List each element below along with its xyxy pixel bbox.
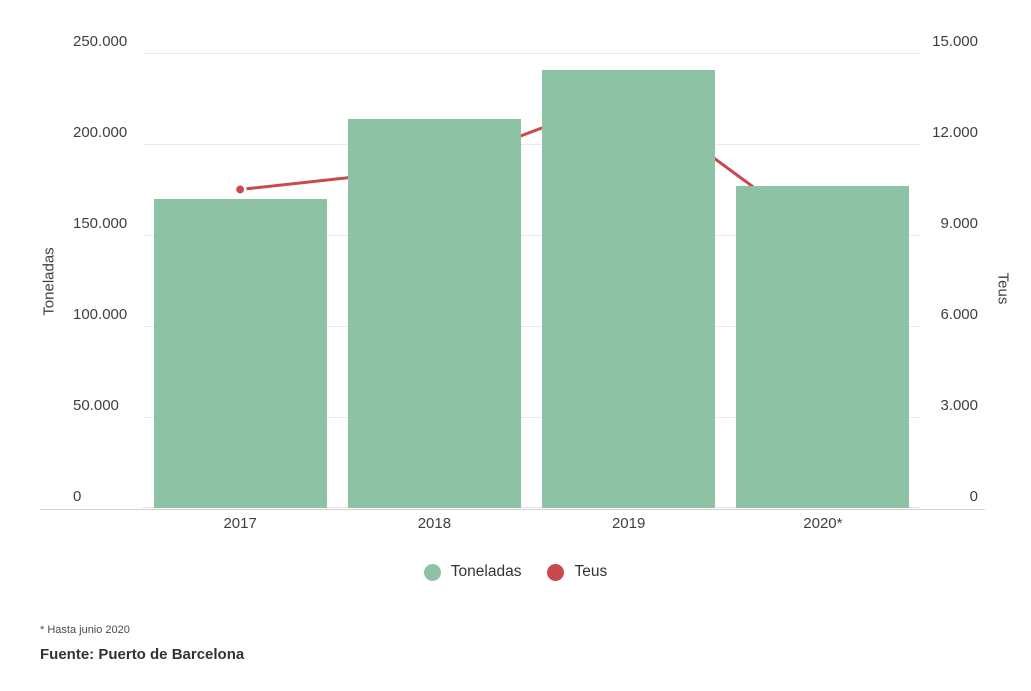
left-axis-title: Toneladas xyxy=(40,247,58,316)
bar-2019[interactable] xyxy=(542,70,716,508)
zero-gridline xyxy=(143,507,920,508)
left-axis-tick-label: 250.000 xyxy=(73,33,128,50)
right-axis-tick-label: 3.000 xyxy=(940,397,978,414)
teus-point-2017[interactable] xyxy=(233,183,247,196)
bar-2017[interactable] xyxy=(153,198,327,508)
teus-legend-dot-icon xyxy=(547,563,565,581)
teus-line xyxy=(239,93,824,240)
bar-2018[interactable] xyxy=(347,119,521,508)
right-axis-tick-label: 6.000 xyxy=(940,306,978,323)
gridline xyxy=(143,235,920,236)
legend-label-toneladas: Toneladas xyxy=(450,563,522,580)
right-axis-tick-label: 0 xyxy=(969,488,978,505)
x-axis-baseline xyxy=(40,509,985,510)
right-axis-tick-label: 9.000 xyxy=(940,215,978,232)
left-axis-tick-label: 200.000 xyxy=(73,124,128,141)
gridline xyxy=(143,326,920,327)
x-axis-label-2019: 2019 xyxy=(611,515,646,532)
toneladas-legend-dot-icon xyxy=(423,563,441,581)
source-line: Fuente: Puerto de Barcelona xyxy=(40,646,244,663)
plot-area xyxy=(143,53,920,508)
x-axis-label-2017: 2017 xyxy=(223,515,257,532)
footnote: * Hasta junio 2020 xyxy=(40,624,130,636)
left-axis-tick-label: 0 xyxy=(73,488,82,505)
bar-2020[interactable] xyxy=(736,185,910,508)
legend-item-toneladas[interactable]: Toneladas xyxy=(423,563,522,581)
right-axis-tick-label: 15.000 xyxy=(932,33,978,50)
source-name: Puerto de Barcelona xyxy=(98,646,245,663)
left-axis-tick-label: 150.000 xyxy=(73,215,128,232)
left-axis-tick-label: 100.000 xyxy=(73,306,128,323)
legend: Toneladas Teus xyxy=(0,563,1031,581)
x-axis-label-2020: 2020* xyxy=(803,515,843,532)
left-axis-tick-label: 50.000 xyxy=(73,397,119,414)
x-axis-label-2018: 2018 xyxy=(417,515,452,532)
source-prefix: Fuente: xyxy=(40,646,95,663)
right-axis-tick-label: 12.000 xyxy=(932,124,978,141)
gridline xyxy=(143,144,920,145)
right-axis-title: Teus xyxy=(994,272,1012,305)
legend-label-teus: Teus xyxy=(574,563,608,580)
gridline xyxy=(143,53,920,54)
gridline xyxy=(143,417,920,418)
legend-item-teus[interactable]: Teus xyxy=(547,563,607,581)
